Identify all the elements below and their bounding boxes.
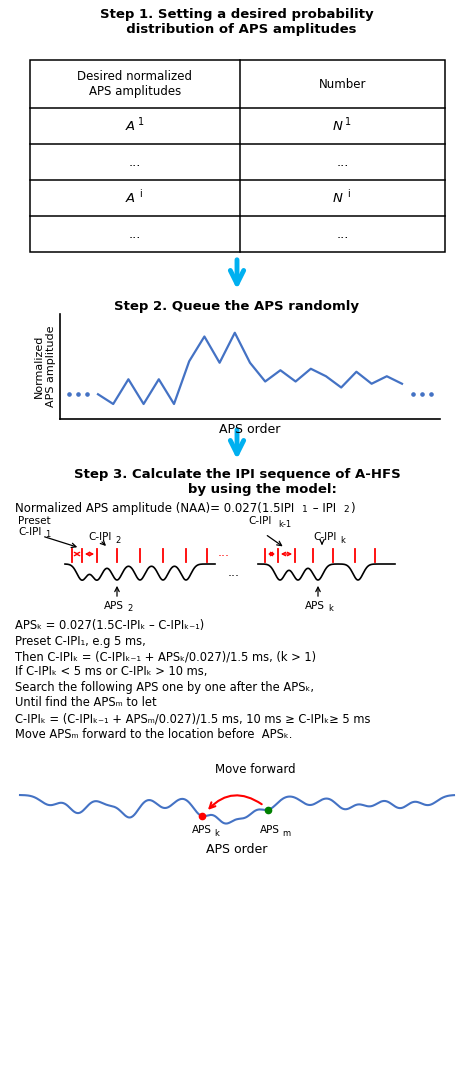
Text: ...: ... <box>337 155 349 168</box>
Text: ...: ... <box>218 546 230 559</box>
Text: Preset C-IPI₁, e.g 5 ms,: Preset C-IPI₁, e.g 5 ms, <box>15 634 146 647</box>
Text: ): ) <box>350 502 355 515</box>
Text: k: k <box>214 829 219 838</box>
Text: Move forward: Move forward <box>215 763 295 776</box>
Text: Number: Number <box>319 77 366 90</box>
Text: APS: APS <box>192 825 212 835</box>
Text: ...: ... <box>129 228 141 241</box>
Text: m: m <box>282 829 290 838</box>
Text: 1: 1 <box>45 530 50 539</box>
Text: Step 3. Calculate the IPI sequence of A-HFS
           by using the model:: Step 3. Calculate the IPI sequence of A-… <box>73 468 401 496</box>
Text: ...: ... <box>337 228 349 241</box>
Text: k: k <box>340 535 345 545</box>
Text: Search the following APS one by one after the APSₖ,: Search the following APS one by one afte… <box>15 681 314 694</box>
Text: C-IPI: C-IPI <box>18 527 41 537</box>
Text: C-IPIₖ = (C-IPIₖ₋₁ + APSₘ/0.027)/1.5 ms, 10 ms ≥ C-IPIₖ≥ 5 ms: C-IPIₖ = (C-IPIₖ₋₁ + APSₘ/0.027)/1.5 ms,… <box>15 712 371 725</box>
Text: Normalized APS amplitude (NAA)= 0.027(1.5IPI: Normalized APS amplitude (NAA)= 0.027(1.… <box>15 502 294 515</box>
Text: 1: 1 <box>346 117 352 127</box>
Text: C-IPI: C-IPI <box>248 516 272 526</box>
Text: – IPI: – IPI <box>309 502 336 515</box>
Text: Desired normalized
APS amplitudes: Desired normalized APS amplitudes <box>78 70 192 98</box>
Text: If C-IPIₖ < 5 ms or C-IPIₖ > 10 ms,: If C-IPIₖ < 5 ms or C-IPIₖ > 10 ms, <box>15 666 207 679</box>
Text: k: k <box>328 604 333 612</box>
Bar <box>30 60 445 251</box>
Text: C-IPI: C-IPI <box>88 532 111 542</box>
Text: A: A <box>126 192 135 205</box>
Text: Step 1. Setting a desired probability
  distribution of APS amplitudes: Step 1. Setting a desired probability di… <box>100 8 374 36</box>
Text: 2: 2 <box>343 505 348 514</box>
Text: i: i <box>347 189 350 199</box>
Text: APSₖ = 0.027(1.5C-IPIₖ – C-IPIₖ₋₁): APSₖ = 0.027(1.5C-IPIₖ – C-IPIₖ₋₁) <box>15 619 204 632</box>
Text: ...: ... <box>228 566 240 579</box>
Text: N: N <box>333 192 342 205</box>
Y-axis label: Normalized
APS amplitude: Normalized APS amplitude <box>34 326 56 408</box>
Text: C-IPI: C-IPI <box>313 532 337 542</box>
Text: Then C-IPIₖ = (C-IPIₖ₋₁ + APSₖ/0.027)/1.5 ms, (k > 1): Then C-IPIₖ = (C-IPIₖ₋₁ + APSₖ/0.027)/1.… <box>15 650 316 663</box>
X-axis label: APS order: APS order <box>219 423 281 436</box>
Text: APS: APS <box>305 601 325 611</box>
Text: Move APSₘ forward to the location before  APSₖ.: Move APSₘ forward to the location before… <box>15 727 292 740</box>
Text: N: N <box>333 119 342 132</box>
Text: Until find the APSₘ to let: Until find the APSₘ to let <box>15 697 156 710</box>
Text: 2: 2 <box>115 535 120 545</box>
Text: i: i <box>140 189 142 199</box>
Text: APS: APS <box>260 825 280 835</box>
Text: APS: APS <box>104 601 124 611</box>
Text: Step 2. Queue the APS randomly: Step 2. Queue the APS randomly <box>115 300 359 313</box>
Text: APS order: APS order <box>206 843 268 856</box>
Text: ...: ... <box>129 155 141 168</box>
Text: 2: 2 <box>127 604 132 612</box>
Text: Preset: Preset <box>18 516 51 526</box>
Text: 1: 1 <box>302 505 308 514</box>
Text: A: A <box>126 119 135 132</box>
Text: 1: 1 <box>138 117 144 127</box>
Text: k-1: k-1 <box>278 520 291 529</box>
